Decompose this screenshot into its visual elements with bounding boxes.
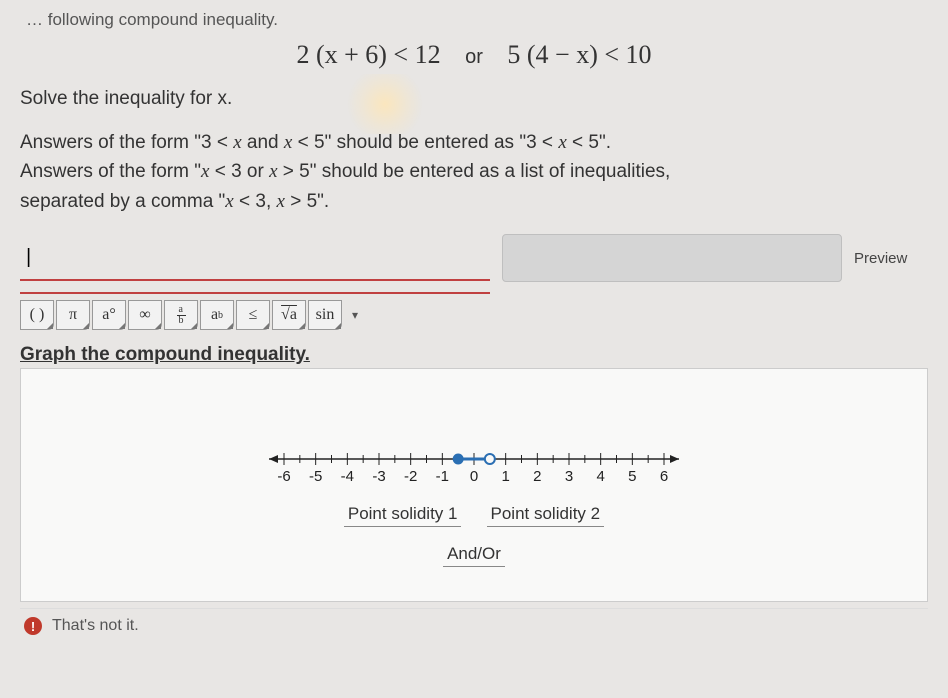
and-or-button[interactable]: And/Or xyxy=(443,544,505,567)
svg-text:2: 2 xyxy=(533,468,541,485)
preview-label: Preview xyxy=(854,250,907,267)
number-line[interactable]: -6 -5 -4 -3 -2 -1 0 1 2 3 4 5 6 xyxy=(224,439,724,489)
svg-text:0: 0 xyxy=(470,468,478,485)
svg-text:-2: -2 xyxy=(404,468,417,485)
svg-text:-6: -6 xyxy=(277,468,290,485)
degree-button[interactable]: a° xyxy=(92,300,126,330)
paren-button[interactable]: ( ) xyxy=(20,300,54,330)
header-fragment: … following compound inequality. xyxy=(20,10,928,30)
svg-text:-1: -1 xyxy=(436,468,449,485)
svg-text:-4: -4 xyxy=(341,468,354,485)
toolbar-more-dropdown[interactable]: ▾ xyxy=(352,308,358,322)
answer-row: Preview xyxy=(20,234,928,282)
compound-inequality-display: 2 (x + 6) < 12 or 5 (4 − x) < 10 xyxy=(20,40,928,70)
answer-format-hints: Answers of the form "3 < x and x < 5" sh… xyxy=(20,128,928,216)
feedback-footer: ! That's not it. xyxy=(20,608,928,635)
page-container: … following compound inequality. 2 (x + … xyxy=(0,0,948,645)
sqrt-button[interactable]: √a xyxy=(272,300,306,330)
equation-right: 5 (4 − x) < 10 xyxy=(507,40,651,69)
answer-input[interactable] xyxy=(20,235,490,281)
svg-text:-3: -3 xyxy=(372,468,385,485)
equation-left: 2 (x + 6) < 12 xyxy=(296,40,440,69)
number-line-svg[interactable]: -6 -5 -4 -3 -2 -1 0 1 2 3 4 5 6 xyxy=(264,439,684,489)
svg-text:3: 3 xyxy=(565,468,573,485)
solve-instruction-text: Solve the inequality for x. xyxy=(20,88,232,109)
number-line-controls: Point solidity 1 Point solidity 2 xyxy=(21,503,927,537)
error-icon: ! xyxy=(24,617,42,635)
graph-area[interactable]: -6 -5 -4 -3 -2 -1 0 1 2 3 4 5 6 Point solidity 1 Poi… xyxy=(20,368,928,602)
exponent-button[interactable]: ab xyxy=(200,300,234,330)
svg-text:5: 5 xyxy=(628,468,636,485)
svg-text:6: 6 xyxy=(660,468,668,485)
equation-or: or xyxy=(465,46,483,68)
svg-text:4: 4 xyxy=(596,468,604,485)
sin-button[interactable]: sin xyxy=(308,300,342,330)
pi-button[interactable]: π xyxy=(56,300,90,330)
svg-text:1: 1 xyxy=(501,468,509,485)
andor-row: And/Or xyxy=(21,543,927,577)
graph-title: Graph the compound inequality. xyxy=(20,344,928,366)
feedback-text: That's not it. xyxy=(52,617,139,635)
solve-instruction: Solve the inequality for x. xyxy=(20,88,928,110)
infinity-button[interactable]: ∞ xyxy=(128,300,162,330)
math-toolbar: ( ) π a° ∞ a b ab ≤ √a sin ▾ xyxy=(20,292,490,330)
svg-text:-5: -5 xyxy=(309,468,322,485)
preview-box xyxy=(502,234,842,282)
fraction-button[interactable]: a b xyxy=(164,300,198,330)
leq-button[interactable]: ≤ xyxy=(236,300,270,330)
point-solidity-2-button[interactable]: Point solidity 2 xyxy=(487,504,605,527)
point-solidity-1-button[interactable]: Point solidity 1 xyxy=(344,504,462,527)
